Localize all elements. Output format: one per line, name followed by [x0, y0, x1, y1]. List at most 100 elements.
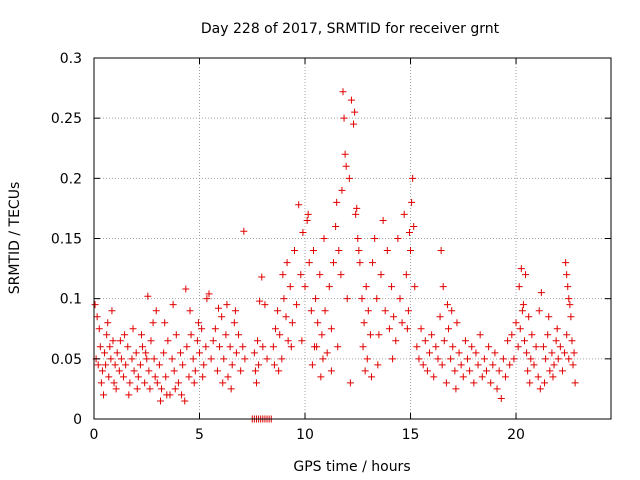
data-point	[124, 343, 132, 351]
data-point	[174, 379, 182, 387]
data-point	[256, 297, 264, 305]
data-point	[286, 283, 294, 291]
data-point	[541, 379, 549, 387]
data-point	[345, 174, 353, 182]
data-point	[219, 379, 227, 387]
data-point	[323, 349, 331, 357]
data-point	[181, 397, 189, 405]
data-point	[169, 301, 177, 309]
x-tick-label: 5	[195, 427, 204, 443]
data-point	[309, 247, 317, 255]
data-point	[147, 337, 155, 345]
data-point	[320, 235, 328, 242]
data-point	[151, 373, 159, 381]
data-point	[434, 355, 442, 363]
data-point	[439, 283, 447, 291]
data-point	[495, 367, 503, 375]
data-point	[371, 235, 379, 242]
data-point	[96, 343, 104, 351]
data-point	[421, 337, 429, 345]
data-point	[426, 349, 434, 357]
data-point	[200, 361, 208, 369]
data-point	[353, 204, 361, 212]
data-point	[443, 301, 451, 309]
data-point	[164, 337, 172, 345]
data-point	[352, 210, 360, 218]
data-point	[482, 367, 490, 375]
data-point	[241, 355, 249, 363]
data-point	[565, 355, 573, 363]
data-point	[139, 343, 147, 351]
data-point	[332, 222, 340, 230]
data-point	[369, 259, 377, 267]
data-point	[485, 343, 493, 351]
data-point	[143, 355, 151, 363]
data-point	[103, 331, 111, 339]
x-tick-label: 20	[507, 427, 525, 443]
data-point	[562, 259, 570, 267]
data-point	[366, 331, 374, 339]
data-point	[162, 373, 170, 381]
data-point	[290, 247, 298, 255]
data-point	[392, 337, 400, 345]
data-point	[224, 373, 232, 381]
data-point	[325, 283, 333, 291]
data-point	[104, 319, 112, 327]
data-point	[122, 361, 130, 369]
data-point	[480, 355, 488, 363]
data-point	[449, 343, 457, 351]
data-point	[522, 271, 530, 279]
y-tick-label: 0.3	[60, 51, 82, 67]
data-point	[351, 108, 359, 116]
data-point	[419, 361, 427, 369]
data-point	[466, 367, 474, 375]
data-point	[293, 301, 301, 309]
data-point	[445, 325, 453, 333]
data-point	[239, 343, 247, 351]
data-point	[274, 307, 282, 315]
data-point	[126, 379, 134, 387]
data-point	[556, 343, 564, 351]
data-point	[102, 361, 110, 369]
data-point	[468, 343, 476, 351]
data-point	[472, 349, 480, 357]
data-point	[438, 361, 446, 369]
y-tick-label: 0.05	[51, 352, 82, 368]
data-point	[550, 361, 558, 369]
data-point	[284, 337, 292, 345]
data-point	[570, 349, 578, 357]
data-point	[215, 304, 223, 312]
data-point	[190, 379, 198, 387]
data-point	[361, 367, 369, 375]
data-point	[141, 379, 149, 387]
data-point	[275, 367, 283, 375]
data-point	[355, 247, 363, 255]
data-point	[115, 367, 123, 375]
data-point	[133, 385, 141, 393]
data-point	[186, 307, 194, 315]
data-point	[222, 331, 230, 339]
data-point	[545, 313, 553, 321]
data-point	[411, 283, 419, 291]
data-point	[136, 361, 144, 369]
data-point	[182, 285, 190, 293]
axis-ticks: 0 5 10 15 20 0 0.05 0.1 0.15 0.2 0.25 0.3	[51, 51, 611, 443]
data-point	[569, 361, 577, 369]
data-point	[295, 201, 303, 209]
data-point	[341, 150, 349, 158]
data-point	[461, 337, 469, 345]
x-tick-label: 0	[90, 427, 99, 443]
data-point	[318, 331, 326, 339]
data-point	[478, 373, 486, 381]
data-point	[199, 373, 207, 381]
data-point	[564, 283, 572, 291]
y-axis-title: SRMTID / TECUs	[7, 182, 23, 295]
data-point	[476, 331, 484, 339]
data-point	[202, 343, 210, 351]
data-point	[232, 349, 240, 357]
data-point	[312, 295, 320, 303]
data-point	[226, 343, 234, 351]
data-point	[459, 373, 467, 381]
data-point	[493, 385, 501, 393]
data-point	[407, 247, 415, 255]
